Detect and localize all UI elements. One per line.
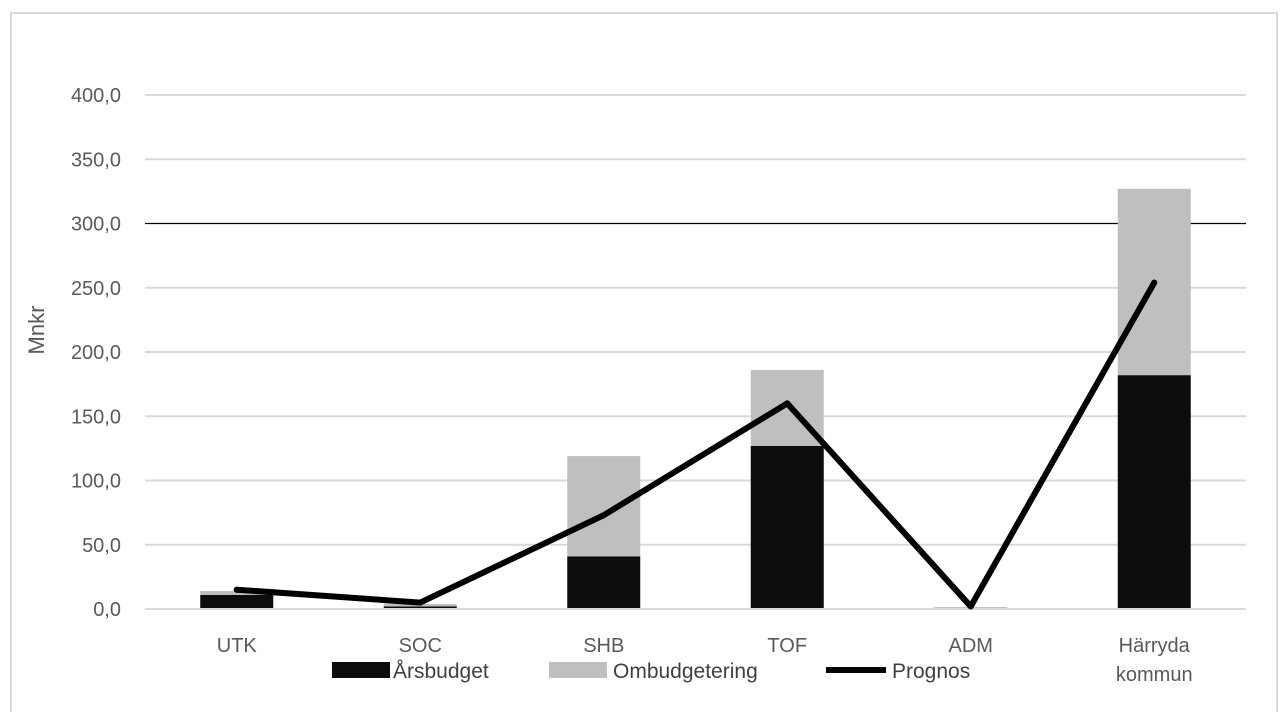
legend-swatch (332, 662, 390, 678)
y-axis-title: Mnkr (24, 306, 49, 355)
prognos-point (1151, 280, 1157, 286)
bar-ombudgetering (567, 456, 640, 556)
x-tick-label: SHB (583, 635, 624, 657)
prognos-point (784, 400, 790, 406)
x-tick-label: Härryda (1119, 635, 1191, 657)
y-tick-label: 300,0 (71, 214, 121, 236)
y-tick-label: 350,0 (71, 149, 121, 171)
x-tick-label: ADM (949, 635, 993, 657)
bar-arsbudget (200, 595, 273, 609)
x-tick-label: SOC (399, 635, 442, 657)
prognos-point (601, 512, 607, 518)
y-tick-label: 400,0 (71, 85, 121, 107)
series-line-prognos (237, 283, 1155, 607)
x-tick-label: UTK (217, 635, 258, 657)
y-tick-label: 250,0 (71, 278, 121, 300)
prognos-point (968, 603, 974, 609)
bar-arsbudget (751, 446, 824, 609)
y-tick-label: 50,0 (82, 535, 121, 557)
x-tick-label: kommun (1116, 664, 1193, 686)
prognos-point (417, 600, 423, 606)
legend-label: Årsbudget (393, 660, 489, 683)
prognos-point (234, 587, 240, 593)
y-tick-label: 200,0 (71, 342, 121, 364)
legend-swatch (549, 662, 607, 678)
bar-arsbudget (1118, 375, 1191, 609)
y-tick-label: 150,0 (71, 406, 121, 428)
legend-label: Prognos (892, 660, 970, 683)
y-tick-label: 100,0 (71, 471, 121, 493)
x-tick-label: TOF (767, 635, 807, 657)
y-tick-label: 0,0 (93, 599, 121, 621)
legend-label: Ombudgetering (613, 660, 758, 683)
bar-arsbudget (567, 556, 640, 609)
